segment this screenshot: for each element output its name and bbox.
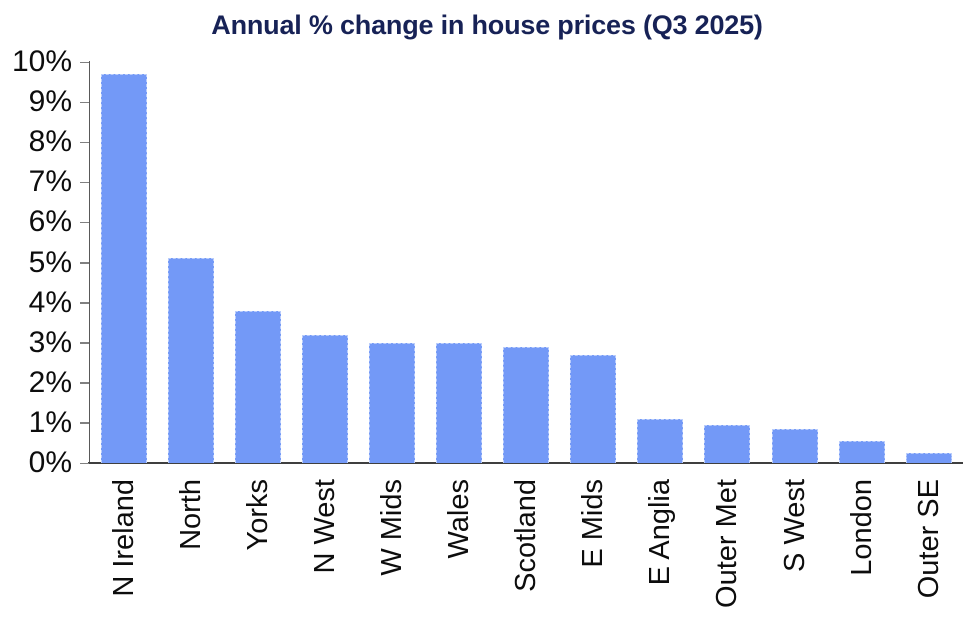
bar-outer-met — [704, 424, 751, 463]
y-axis-tick-mark — [80, 61, 89, 63]
y-axis-tick-label: 8% — [28, 125, 72, 159]
x-axis-label: N West — [308, 479, 341, 574]
bar-e-anglia — [637, 418, 684, 463]
y-axis-tick-label: 2% — [28, 365, 72, 399]
x-axis-label: Outer Met — [711, 479, 744, 608]
y-axis-spine — [89, 61, 90, 463]
x-axis-label: Scotland — [510, 479, 543, 592]
y-axis-tick-label: 0% — [28, 446, 72, 479]
chart-title: Annual % change in house prices (Q3 2025… — [211, 10, 763, 40]
y-axis-tick-label: 7% — [28, 165, 72, 199]
bar-e-mids — [570, 354, 617, 463]
bar-n-ireland — [100, 74, 147, 463]
x-axis-label: S West — [778, 479, 811, 572]
y-axis-tick-mark — [80, 181, 89, 184]
x-axis-label: North — [174, 479, 207, 550]
y-axis-tick-label: 6% — [28, 205, 72, 239]
bar-london — [838, 440, 885, 463]
x-axis-label: W Mids — [375, 479, 408, 576]
y-axis-tick-mark — [80, 342, 89, 344]
y-axis-tick-label: 3% — [28, 325, 72, 359]
y-axis-tick-label: 5% — [28, 245, 72, 279]
y-axis-tick-mark — [80, 262, 89, 264]
x-axis-line — [88, 462, 963, 464]
bar-yorks — [234, 310, 281, 463]
bar-outer-se — [905, 452, 952, 463]
y-axis-tick-mark — [80, 141, 89, 144]
y-axis-tick-label: 4% — [28, 285, 72, 319]
bar-wales — [436, 342, 483, 463]
y-axis-tick-mark — [80, 101, 89, 104]
x-axis-label: Wales — [443, 479, 476, 559]
bar-n-west — [301, 334, 348, 463]
y-axis-tick-mark — [80, 302, 89, 304]
y-axis-tick-mark — [80, 462, 89, 464]
bar-north — [167, 258, 214, 463]
y-axis-tick-mark — [80, 382, 89, 384]
y-axis-tick-label: 10% — [11, 45, 72, 78]
x-axis-label: E Mids — [577, 479, 610, 568]
bar-s-west — [771, 428, 818, 463]
y-axis-tick-label: 1% — [28, 405, 72, 439]
x-axis-label: Yorks — [241, 479, 274, 551]
y-axis-tick-mark — [80, 221, 89, 224]
x-axis-label: Outer SE — [912, 479, 945, 599]
x-axis-label: N Ireland — [107, 479, 140, 597]
bar-w-mids — [368, 342, 415, 463]
bar-scotland — [503, 346, 550, 463]
y-axis-tick-label: 9% — [28, 85, 72, 119]
x-axis-label: London — [845, 479, 878, 576]
y-axis-tick-mark — [80, 422, 89, 424]
x-axis-label: E Anglia — [644, 479, 677, 586]
